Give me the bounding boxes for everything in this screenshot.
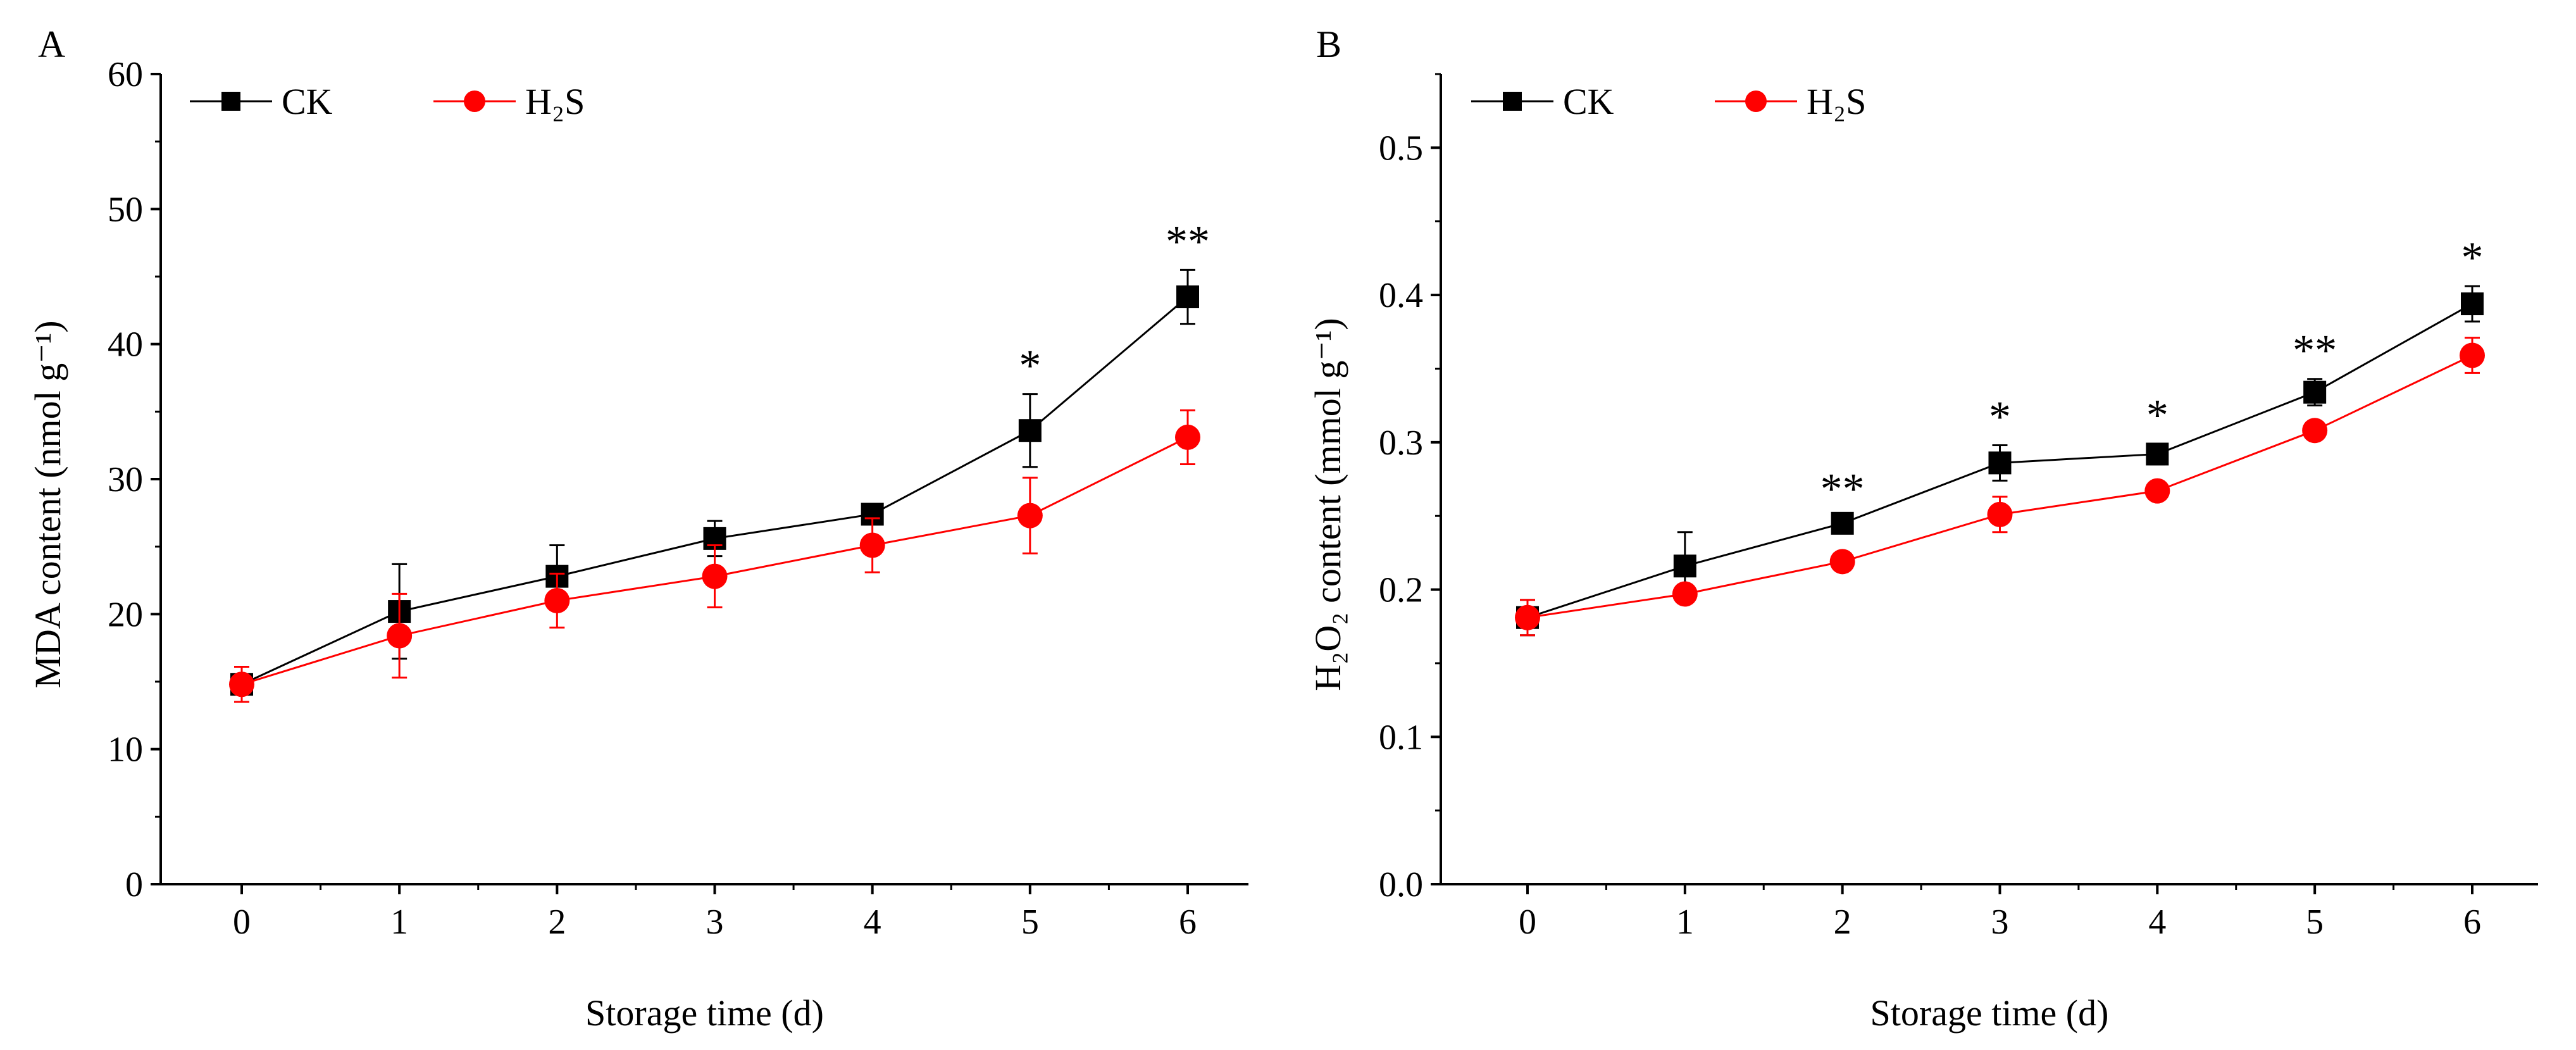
data-point xyxy=(2461,292,2484,316)
x-tick-label: 5 xyxy=(1021,903,1039,942)
series-h2s xyxy=(229,409,1200,703)
x-tick-label: 0 xyxy=(233,903,251,942)
x-tick-label: 4 xyxy=(2148,903,2166,942)
significance-marker: * xyxy=(1019,342,1041,391)
legend-label: CK xyxy=(1563,81,1614,122)
series-line xyxy=(241,296,1188,685)
data-point xyxy=(2146,442,2169,466)
data-point xyxy=(2303,380,2327,404)
data-point xyxy=(1988,451,2012,475)
data-point xyxy=(1829,549,1855,575)
y-tick-label: 60 xyxy=(108,55,143,94)
series-ck xyxy=(1516,285,2484,637)
x-tick-label: 2 xyxy=(548,903,566,942)
y-tick-label: 0.4 xyxy=(1379,276,1423,315)
data-point xyxy=(2144,478,2170,504)
data-point xyxy=(1017,503,1043,528)
data-point xyxy=(1831,511,1854,535)
x-axis-label: Storage time (d) xyxy=(1870,992,2109,1034)
significance-marker: ** xyxy=(1166,217,1210,266)
x-tick-label: 1 xyxy=(390,903,408,942)
y-axis-label: H₂O₂ content (mmol g⁻¹) xyxy=(1307,318,1348,691)
y-tick-label: 0.2 xyxy=(1379,571,1423,610)
data-point xyxy=(229,672,254,697)
legend-marker-square xyxy=(1503,92,1522,111)
legend-label: H₂S xyxy=(525,81,585,122)
y-tick-label: 40 xyxy=(108,325,143,365)
data-point xyxy=(2302,418,2328,444)
data-point xyxy=(1175,424,1200,450)
legend-label: H₂S xyxy=(1807,81,1866,122)
y-tick-label: 0.5 xyxy=(1379,128,1423,168)
panel-label: B xyxy=(1316,23,1341,65)
data-point xyxy=(1515,604,1540,630)
significance-marker: * xyxy=(2461,234,2484,282)
significance-marker: ** xyxy=(1820,465,1865,514)
x-tick-label: 4 xyxy=(864,903,881,942)
legend-marker-circle xyxy=(1745,91,1767,112)
x-tick-label: 0 xyxy=(1519,903,1536,942)
data-point xyxy=(1018,419,1042,442)
x-tick-label: 3 xyxy=(1991,903,2009,942)
x-tick-label: 2 xyxy=(1834,903,1851,942)
y-axis-label: MDA content (nmol g⁻¹) xyxy=(27,320,68,688)
data-point xyxy=(1672,581,1698,607)
legend-label: CK xyxy=(282,81,333,122)
y-tick-label: 20 xyxy=(108,595,143,634)
data-point xyxy=(387,623,413,649)
legend-marker-circle xyxy=(464,91,485,112)
y-tick-label: 50 xyxy=(108,190,143,229)
y-tick-label: 0.0 xyxy=(1379,865,1423,904)
data-point xyxy=(1987,501,2013,527)
data-point xyxy=(1176,285,1199,308)
data-point xyxy=(544,588,570,613)
data-point xyxy=(1673,554,1696,578)
data-point xyxy=(859,532,885,558)
series-ck xyxy=(230,268,1199,703)
significance-marker: * xyxy=(2146,391,2168,440)
panel-a: A 0 10 20 30 40 50 60 0 1 2 3 4 5 6 Storage time (d) MDA… xyxy=(27,23,1248,1034)
significance-marker: * xyxy=(1989,392,2011,441)
series-h2s xyxy=(1515,337,2485,637)
x-tick-label: 1 xyxy=(1676,903,1694,942)
x-axis-label: Storage time (d) xyxy=(585,992,824,1034)
data-point xyxy=(2460,342,2485,368)
x-tick-label: 5 xyxy=(2306,903,2324,942)
panel-b: B 0.0 0.1 0.2 0.3 0.4 0.5 0 1 2 3 4 5 6 Storage time (… xyxy=(1307,23,2538,1034)
y-tick-label: 30 xyxy=(108,460,143,499)
y-tick-label: 10 xyxy=(108,730,143,770)
y-tick-label: 0.3 xyxy=(1379,423,1423,463)
data-point xyxy=(702,563,728,589)
x-tick-label: 6 xyxy=(2463,903,2481,942)
legend-marker-square xyxy=(221,92,240,111)
y-tick-label: 0.1 xyxy=(1379,718,1423,757)
panel-label: A xyxy=(38,23,65,65)
x-tick-label: 6 xyxy=(1179,903,1197,942)
x-tick-label: 3 xyxy=(706,903,724,942)
significance-marker: ** xyxy=(2293,327,2337,375)
y-tick-label: 0 xyxy=(125,865,143,904)
